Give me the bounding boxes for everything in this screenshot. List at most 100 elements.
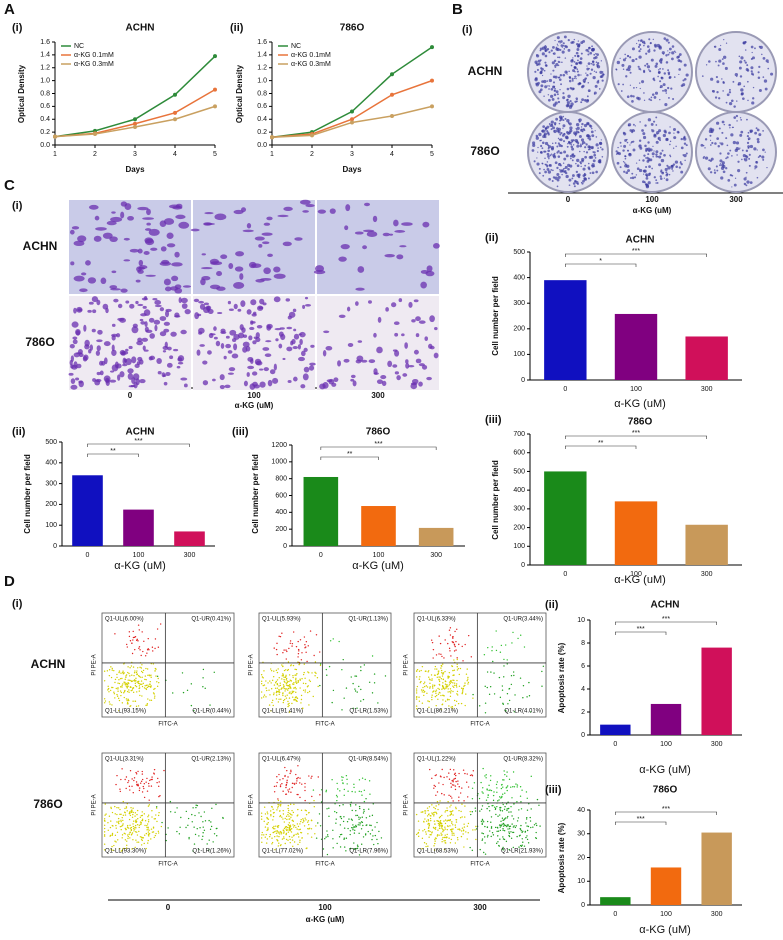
event-dot	[276, 809, 278, 811]
cell	[237, 308, 242, 312]
colony-dot	[664, 88, 668, 92]
event-dot	[131, 689, 134, 691]
colony-dot	[663, 177, 665, 179]
colony-dot	[587, 82, 590, 84]
colony-dot	[555, 63, 559, 67]
cell	[162, 350, 167, 353]
colony-dot	[650, 96, 653, 99]
colony-dot	[544, 61, 547, 64]
colony-dot	[739, 117, 742, 119]
event-dot	[282, 684, 285, 686]
bar	[685, 524, 728, 565]
event-dot	[421, 665, 424, 668]
event-dot	[503, 676, 505, 678]
quadrant-label: Q1-LL(93.15%)	[105, 709, 146, 715]
event-dot	[485, 799, 488, 801]
event-dot	[448, 837, 450, 839]
colony-dot	[546, 129, 549, 133]
event-dot	[121, 684, 123, 687]
colony-dot	[663, 37, 667, 40]
event-dot	[276, 781, 278, 784]
event-dot	[198, 835, 200, 837]
event-dot	[435, 794, 437, 796]
cell	[100, 277, 107, 285]
chart-title: 786O	[340, 23, 365, 34]
cell	[394, 230, 406, 233]
event-dot	[446, 828, 448, 831]
event-dot	[136, 841, 138, 843]
colony-dot	[575, 122, 580, 127]
colony-dot	[544, 85, 548, 89]
colony-dot	[659, 152, 663, 155]
colony-dot	[550, 88, 554, 91]
colony-dot	[569, 100, 572, 103]
event-dot	[113, 691, 115, 693]
event-dot	[135, 639, 138, 642]
colony-dot	[577, 173, 581, 177]
event-dot	[281, 783, 283, 785]
event-dot	[467, 822, 470, 825]
cell	[154, 304, 162, 308]
event-dot	[489, 830, 491, 832]
cell	[175, 203, 183, 209]
colony-dot	[570, 143, 572, 146]
colony-dot	[566, 101, 570, 105]
cell	[401, 222, 413, 226]
event-dot	[295, 699, 297, 702]
colony-dot	[626, 141, 629, 144]
colony-dot	[638, 49, 641, 53]
panel-sub-label: (ii)	[230, 22, 244, 34]
event-dot	[446, 833, 448, 836]
cell	[203, 222, 216, 225]
colony-dot	[568, 75, 572, 79]
event-dot	[160, 825, 163, 828]
colony-dot	[638, 43, 642, 47]
event-dot	[141, 811, 143, 813]
event-dot	[308, 823, 310, 826]
event-dot	[363, 808, 365, 811]
event-dot	[454, 645, 456, 648]
event-dot	[447, 677, 449, 679]
event-dot	[115, 687, 117, 690]
colony-dot	[550, 120, 554, 124]
colony-dot	[638, 82, 641, 84]
event-dot	[481, 832, 483, 834]
colony-dot	[583, 123, 588, 128]
event-dot	[140, 844, 143, 846]
event-dot	[211, 807, 213, 810]
colony-dot	[562, 42, 565, 45]
event-dot	[488, 805, 490, 808]
event-dot	[506, 825, 508, 827]
cell	[193, 298, 200, 303]
colony-dot	[544, 64, 548, 67]
cell	[294, 237, 303, 241]
cell	[144, 237, 154, 244]
cell	[267, 379, 273, 387]
event-dot	[276, 838, 278, 841]
event-dot	[431, 777, 433, 780]
event-dot	[496, 781, 499, 783]
colony-dot	[770, 72, 774, 76]
event-dot	[261, 841, 263, 843]
event-dot	[415, 696, 418, 698]
event-dot	[490, 775, 492, 777]
event-dot	[360, 688, 362, 691]
event-dot	[464, 643, 466, 646]
colony-dot	[571, 147, 575, 151]
cell	[253, 336, 258, 340]
event-dot	[187, 817, 190, 820]
cell	[171, 262, 183, 267]
cell	[89, 344, 94, 351]
event-dot	[110, 806, 112, 809]
event-dot	[260, 697, 263, 699]
event-dot	[195, 806, 197, 809]
event-dot	[421, 702, 424, 704]
event-dot	[438, 688, 441, 691]
event-dot	[279, 684, 282, 687]
colony-dot	[629, 144, 631, 146]
event-dot	[130, 705, 132, 707]
colony-dot	[659, 80, 662, 83]
event-dot	[448, 699, 450, 701]
event-dot	[346, 821, 349, 823]
event-dot	[512, 786, 514, 788]
